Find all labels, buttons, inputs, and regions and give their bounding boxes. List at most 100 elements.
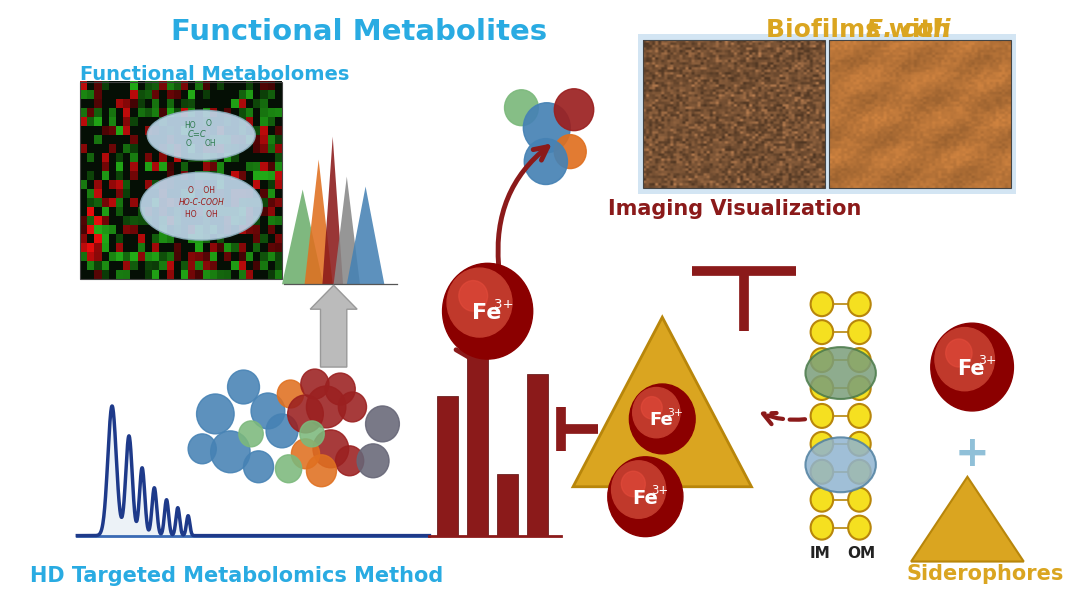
Circle shape <box>278 380 303 408</box>
Circle shape <box>228 370 259 404</box>
Circle shape <box>811 320 833 344</box>
Circle shape <box>811 516 833 540</box>
Circle shape <box>188 434 216 464</box>
Bar <box>829 40 1011 187</box>
Text: E. coli: E. coli <box>866 18 950 42</box>
Circle shape <box>301 369 329 399</box>
FancyArrowPatch shape <box>762 413 805 424</box>
Circle shape <box>848 488 870 512</box>
Circle shape <box>811 488 833 512</box>
Circle shape <box>931 323 1013 411</box>
Text: Siderophores: Siderophores <box>906 564 1064 583</box>
Circle shape <box>848 376 870 400</box>
Text: HO    OH: HO OH <box>185 210 218 219</box>
FancyArrowPatch shape <box>456 329 469 357</box>
Polygon shape <box>282 190 323 284</box>
Circle shape <box>266 414 298 448</box>
Ellipse shape <box>140 173 262 240</box>
Text: O    OH: O OH <box>188 186 215 195</box>
Circle shape <box>365 406 400 442</box>
Circle shape <box>848 320 870 344</box>
Circle shape <box>848 432 870 456</box>
Circle shape <box>811 376 833 400</box>
Circle shape <box>307 386 346 428</box>
Text: O: O <box>185 139 191 148</box>
Text: +: + <box>955 433 989 475</box>
Text: Imaging Visualization: Imaging Visualization <box>608 200 861 219</box>
Text: HO: HO <box>185 121 195 130</box>
Ellipse shape <box>806 347 876 399</box>
Circle shape <box>611 461 665 518</box>
Bar <box>644 40 825 187</box>
Circle shape <box>848 460 870 484</box>
Text: 3+: 3+ <box>978 354 997 367</box>
Circle shape <box>251 393 285 429</box>
Circle shape <box>239 421 264 447</box>
Circle shape <box>848 292 870 316</box>
Text: C=C: C=C <box>188 129 207 139</box>
Bar <box>527 374 548 535</box>
Circle shape <box>447 268 512 337</box>
Text: HO-C-COOH: HO-C-COOH <box>178 198 225 207</box>
Text: IM: IM <box>810 545 831 561</box>
Polygon shape <box>323 137 343 284</box>
Text: Functional Metabolites: Functional Metabolites <box>171 18 548 46</box>
Circle shape <box>275 455 301 483</box>
Text: Biofilms with: Biofilms with <box>766 18 959 42</box>
Circle shape <box>459 281 488 311</box>
Circle shape <box>292 439 320 469</box>
Text: 3+: 3+ <box>667 408 684 418</box>
Text: 3+: 3+ <box>494 297 514 310</box>
Circle shape <box>946 339 972 367</box>
Circle shape <box>811 292 833 316</box>
Circle shape <box>630 384 696 454</box>
Circle shape <box>633 388 680 438</box>
Circle shape <box>848 516 870 540</box>
Circle shape <box>287 395 323 433</box>
Text: 3+: 3+ <box>651 484 669 497</box>
Polygon shape <box>573 317 752 487</box>
Bar <box>80 82 282 280</box>
Circle shape <box>357 444 389 478</box>
Circle shape <box>554 135 586 168</box>
Polygon shape <box>305 160 333 284</box>
Text: HD Targeted Metabolomics Method: HD Targeted Metabolomics Method <box>30 566 444 586</box>
Circle shape <box>935 327 995 391</box>
Text: Functional Metabolomes: Functional Metabolomes <box>80 65 350 84</box>
Circle shape <box>300 421 324 447</box>
FancyArrowPatch shape <box>648 466 660 492</box>
Polygon shape <box>334 177 360 284</box>
Circle shape <box>307 455 337 487</box>
Circle shape <box>197 394 234 434</box>
Circle shape <box>811 432 833 456</box>
Text: OH: OH <box>205 139 216 148</box>
Text: Fe: Fe <box>958 359 985 379</box>
Circle shape <box>608 457 683 537</box>
Circle shape <box>554 89 594 131</box>
Circle shape <box>325 373 355 405</box>
Text: Fe: Fe <box>632 489 658 508</box>
Circle shape <box>504 90 538 126</box>
Ellipse shape <box>147 110 255 160</box>
Circle shape <box>811 348 833 372</box>
Circle shape <box>524 103 570 152</box>
Circle shape <box>211 431 251 473</box>
Circle shape <box>642 397 662 419</box>
Bar <box>437 396 458 535</box>
Bar <box>638 34 1016 193</box>
Circle shape <box>243 451 273 483</box>
Circle shape <box>848 348 870 372</box>
Polygon shape <box>912 477 1024 561</box>
Text: Fe: Fe <box>472 303 501 323</box>
FancyArrowPatch shape <box>498 147 548 265</box>
Circle shape <box>336 446 364 476</box>
Circle shape <box>313 430 349 468</box>
Text: Fe: Fe <box>650 411 674 430</box>
Ellipse shape <box>806 437 876 492</box>
Circle shape <box>848 404 870 428</box>
Polygon shape <box>347 187 384 284</box>
Circle shape <box>338 392 366 422</box>
Text: O: O <box>206 119 212 128</box>
Circle shape <box>524 139 567 184</box>
Bar <box>467 331 488 535</box>
